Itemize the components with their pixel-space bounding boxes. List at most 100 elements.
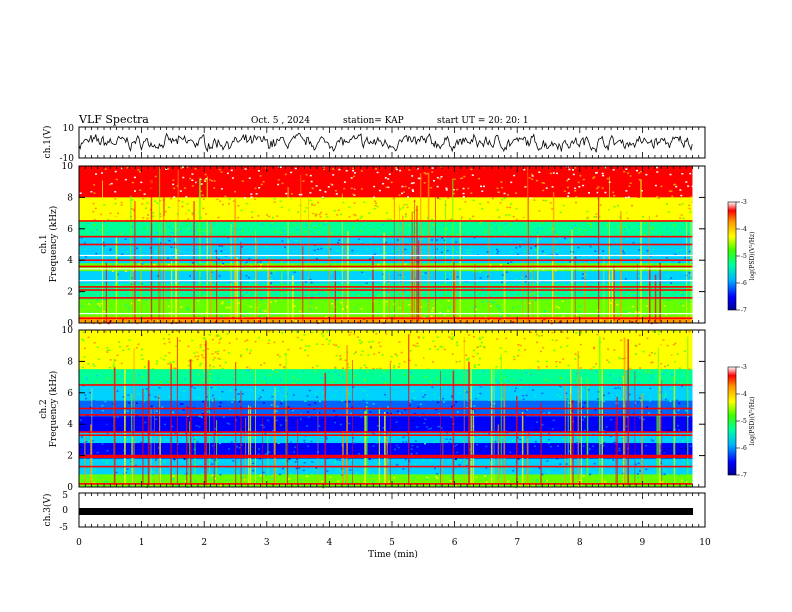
spectrogram-speck [239,238,241,240]
spectrogram-speck [678,367,681,369]
spectrogram-speck [277,390,279,392]
spectrogram-speck [318,283,321,285]
spectrogram-speck [560,350,563,352]
spectrogram-speck [571,299,574,301]
spectrogram-speck [614,378,617,380]
spectrogram-speck [216,198,219,201]
spectrogram-speck [471,174,474,176]
spectrogram-speck [574,380,577,382]
spectrogram-speck [669,353,672,356]
spectrogram-speck [633,166,636,169]
spectrogram-streak [273,400,276,486]
spectrogram-speck [571,410,574,412]
spectrogram-speck [269,374,271,376]
spectrogram-speck [180,306,183,308]
spectrogram-speck [579,298,581,300]
spectrogram-speck [639,367,642,369]
spectrogram-speck [558,312,561,314]
spectrogram-speck [501,436,504,438]
spectrogram-speck [259,260,262,263]
spectrogram-speck [127,278,130,281]
spectrogram-speck [293,421,296,423]
spectrogram-speck [290,409,293,411]
spectrogram-speck [261,310,264,312]
spectrogram-speck [493,221,495,224]
spectrogram-speck [399,223,402,225]
spectrogram-speck [240,209,243,212]
spectrogram-speck [173,242,176,244]
spectrogram-speck [591,251,593,253]
spectrogram-speck [339,357,342,360]
spectrogram-speck [609,435,612,437]
spectrogram-speck [232,398,235,401]
spectrogram-speck [183,226,186,228]
spectrogram-speck [642,267,645,269]
spectrogram-speck [340,232,343,234]
spectrogram-speck [548,448,551,450]
spectrogram-speck [653,375,656,377]
spectrogram-speck [575,436,578,438]
ch3-ylabel: ch.3(V) [42,494,53,527]
spectrogram-speck [480,308,483,310]
spectrogram-speck [357,321,360,324]
spectrogram-speck [109,249,112,251]
spectrogram-speck [669,232,672,234]
spectrogram-speck [272,424,274,426]
spectrogram-streak [613,265,615,322]
spectrogram-speck [542,239,545,242]
spectrogram-speck [202,370,205,372]
spectrogram-streak [300,174,302,322]
spectrogram-speck [578,437,581,439]
spectrogram-speck [127,307,130,310]
spectrogram-speck [220,315,223,318]
spectrogram-speck [163,358,165,361]
spectrogram-speck [92,210,95,213]
spectrogram-speck [166,450,169,452]
spectrogram-speck [562,358,565,360]
spectrogram-speck [128,298,131,300]
spectrogram-speck [265,474,268,476]
spectrogram-speck [591,230,594,233]
spectrogram-speck [594,460,597,462]
spectrogram-speck [238,446,241,449]
spectrogram-speck [373,185,376,188]
spectrogram-speck [79,248,82,250]
spectrogram-speck [275,468,278,470]
spectrogram-speck [485,249,488,252]
spectrogram-speck [436,440,438,442]
spectrogram-speck [436,185,439,188]
spectrogram-speck [180,167,183,169]
spectrogram-speck [245,261,248,264]
spectrogram-speck [498,198,501,200]
spectrogram-speck [342,376,345,378]
spectrogram-streak [147,360,150,486]
spectrogram-speck [272,368,274,371]
spectrogram-speck [397,333,400,335]
spectrogram-speck [325,246,328,249]
spectrogram-speck [522,215,525,218]
spectrogram-speck [228,198,231,200]
spectrogram-speck [335,415,338,417]
spectrogram-speck [554,261,557,264]
spectrogram-streak [552,192,555,322]
spectrogram-speck [611,250,614,252]
spectrogram-speck [517,349,520,351]
spectrogram-speck [167,380,170,383]
spectrogram-speck [159,242,162,244]
spectrogram-speck [661,179,664,181]
spectrogram-speck [249,349,252,352]
spectrogram-speck [256,221,259,223]
spectrogram-speck [474,175,477,177]
spectrogram-speck [658,330,660,333]
spectrogram-speck [447,299,450,302]
spectrogram-speck [296,336,299,339]
spectrogram-speck [635,311,638,313]
spectrogram-speck [543,439,546,442]
spectrogram-speck [555,305,558,308]
spectrogram-speck [88,210,91,213]
spectrogram-speck [674,428,677,431]
spectrogram-speck [219,473,222,476]
spectrogram-speck [517,344,520,346]
spectrogram-speck [589,239,592,241]
spectrogram-speck [677,409,680,411]
